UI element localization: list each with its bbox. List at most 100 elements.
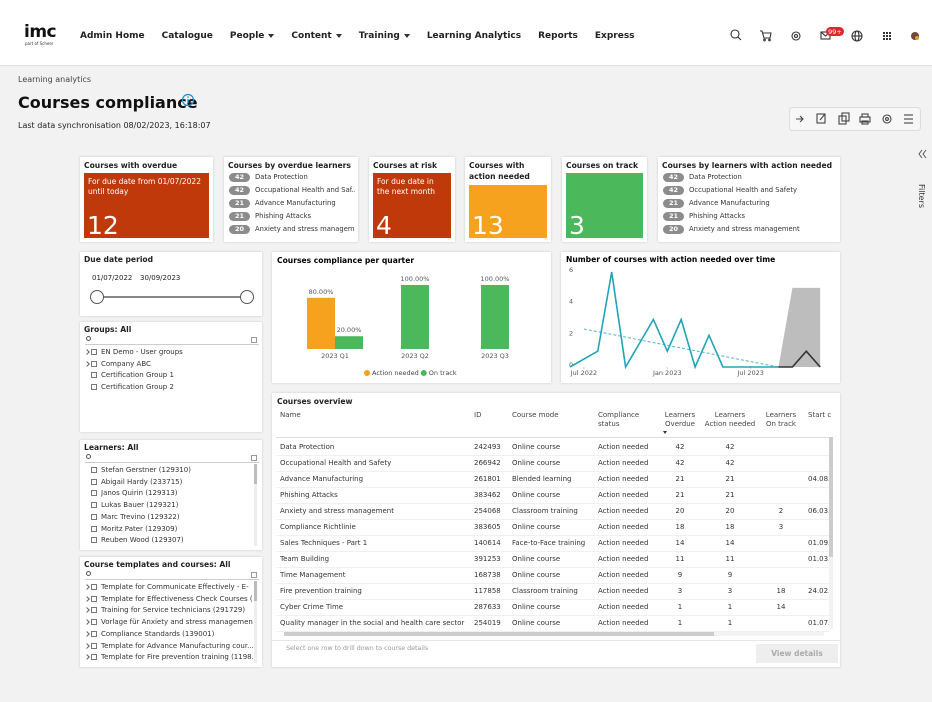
- nav-label[interactable]: People: [230, 31, 265, 41]
- table-row[interactable]: Sales Techniques - Part 1140614Face-to-F…: [276, 536, 829, 552]
- expand-icon[interactable]: [251, 455, 257, 461]
- expand-icon[interactable]: [251, 572, 257, 578]
- filter-option[interactable]: Moritz Pater (129309): [101, 525, 253, 534]
- checkbox[interactable]: [91, 526, 97, 532]
- checkbox[interactable]: [91, 467, 97, 473]
- column-header[interactable]: Course mode: [512, 411, 596, 420]
- nav-label[interactable]: Content: [291, 31, 331, 41]
- view-details-button[interactable]: View details: [756, 644, 838, 663]
- table-row[interactable]: Occupational Health and Safety266942Onli…: [276, 456, 829, 472]
- language-icon[interactable]: [852, 31, 862, 41]
- checkbox[interactable]: [91, 607, 97, 613]
- checkbox[interactable]: [91, 596, 97, 602]
- column-header[interactable]: ID: [474, 411, 510, 420]
- expand-chevron[interactable]: [84, 654, 90, 660]
- scroll-thumb[interactable]: [254, 464, 257, 484]
- table-row[interactable]: Cyber Crime Time287633Online courseActio…: [276, 600, 829, 616]
- expand-chevron[interactable]: [84, 631, 90, 637]
- checkbox[interactable]: [91, 514, 97, 520]
- filter-option[interactable]: Certification Group 1: [101, 371, 256, 380]
- slider-handle[interactable]: [90, 290, 104, 304]
- expand-chevron[interactable]: [84, 643, 90, 649]
- filter-option[interactable]: EN Demo - User groups: [101, 348, 256, 357]
- expand-chevron[interactable]: [84, 608, 90, 614]
- filter-option[interactable]: Compliance Standards (139001): [101, 630, 253, 639]
- v-scroll-thumb[interactable]: [829, 437, 833, 557]
- nav-item[interactable]: Admin Home: [80, 31, 145, 41]
- table-row[interactable]: Quality manager in the social and health…: [276, 616, 829, 632]
- search-box[interactable]: [85, 571, 259, 580]
- table-row[interactable]: Fire prevention training117858Classroom …: [276, 584, 829, 600]
- column-header[interactable]: Learners Overdue: [660, 411, 700, 429]
- nav-item[interactable]: Content: [291, 31, 341, 41]
- filters-collapse-icon[interactable]: [917, 149, 929, 159]
- filter-option[interactable]: Company ABC: [101, 360, 256, 369]
- avatar[interactable]: [911, 32, 919, 40]
- checkbox[interactable]: [91, 584, 97, 590]
- expand-chevron[interactable]: [84, 619, 90, 625]
- filter-option[interactable]: Template for Communicate Effectively - E…: [101, 583, 253, 592]
- filters-tab[interactable]: Filters: [917, 184, 926, 208]
- table-row[interactable]: Compliance Richtlinie383605Online course…: [276, 520, 829, 536]
- checkbox[interactable]: [91, 537, 97, 543]
- filter-option[interactable]: Template for Effectiveness Check Courses…: [101, 595, 253, 604]
- h-scroll-thumb[interactable]: [284, 632, 714, 636]
- expand-chevron[interactable]: [84, 361, 90, 367]
- checkbox[interactable]: [91, 502, 97, 508]
- nav-label[interactable]: Reports: [538, 31, 578, 41]
- slider-handle[interactable]: [240, 290, 254, 304]
- filter-option[interactable]: Stefan Gerstner (129310): [101, 466, 253, 475]
- column-header[interactable]: Learners Action needed: [703, 411, 757, 429]
- nav-item[interactable]: People: [230, 31, 275, 41]
- checkbox[interactable]: [91, 631, 97, 637]
- filter-option[interactable]: Lukas Bauer (129321): [101, 501, 253, 510]
- checkbox[interactable]: [91, 479, 97, 485]
- table-row[interactable]: Phishing Attacks383462Online courseActio…: [276, 488, 829, 504]
- table-row[interactable]: Team Building391253Online courseAction n…: [276, 552, 829, 568]
- column-header[interactable]: Start c: [808, 411, 832, 420]
- filter-option[interactable]: Template for Fire prevention training (1…: [101, 653, 253, 662]
- filter-option[interactable]: Marc Trevino (129322): [101, 513, 253, 522]
- expand-icon[interactable]: [251, 337, 257, 343]
- nav-item[interactable]: Catalogue: [162, 31, 213, 41]
- expand-chevron[interactable]: [84, 596, 90, 602]
- apps-icon[interactable]: [883, 32, 891, 40]
- scroll-thumb[interactable]: [254, 581, 257, 601]
- filter-option[interactable]: Template for Advance Manufacturing cour.…: [101, 642, 253, 651]
- expand-chevron[interactable]: [84, 349, 90, 355]
- filter-option[interactable]: Vorlage für Anxiety and stress managemen: [101, 618, 253, 627]
- breadcrumb[interactable]: Learning analytics: [18, 75, 91, 84]
- date-start[interactable]: 01/07/2022: [92, 274, 132, 282]
- checkbox[interactable]: [91, 372, 97, 378]
- checkbox[interactable]: [91, 490, 97, 496]
- table-row[interactable]: Advance Manufacturing261801Blended learn…: [276, 472, 829, 488]
- filter-option[interactable]: Training for Service technicians (291729…: [101, 606, 253, 615]
- table-row[interactable]: Time Management168738Online courseAction…: [276, 568, 829, 584]
- date-end[interactable]: 30/09/2023: [140, 274, 180, 282]
- nav-label[interactable]: Admin Home: [80, 31, 145, 41]
- filter-option[interactable]: Janos Quirin (129313): [101, 489, 253, 498]
- nav-item[interactable]: Learning Analytics: [427, 31, 521, 41]
- checkbox[interactable]: [91, 361, 97, 367]
- search-box[interactable]: [85, 454, 259, 463]
- expand-chevron[interactable]: [84, 584, 90, 590]
- nav-label[interactable]: Training: [359, 31, 400, 41]
- table-row[interactable]: Anxiety and stress management254068Class…: [276, 504, 829, 520]
- nav-label[interactable]: Catalogue: [162, 31, 213, 41]
- checkbox[interactable]: [91, 384, 97, 390]
- cart-icon[interactable]: [760, 31, 771, 41]
- search-box[interactable]: [85, 336, 259, 345]
- checkbox[interactable]: [91, 654, 97, 660]
- nav-label[interactable]: Express: [595, 31, 635, 41]
- checkbox[interactable]: [91, 349, 97, 355]
- column-header[interactable]: Compliance status: [598, 411, 660, 429]
- column-header[interactable]: Name: [280, 411, 470, 420]
- nav-item[interactable]: Training: [359, 31, 410, 41]
- column-header[interactable]: Learners On track: [760, 411, 802, 429]
- checkbox[interactable]: [91, 643, 97, 649]
- settings-icon[interactable]: [792, 32, 800, 40]
- nav-item[interactable]: Reports: [538, 31, 578, 41]
- search-icon[interactable]: [731, 30, 741, 40]
- info-icon[interactable]: [181, 93, 195, 107]
- nav-label[interactable]: Learning Analytics: [427, 31, 521, 41]
